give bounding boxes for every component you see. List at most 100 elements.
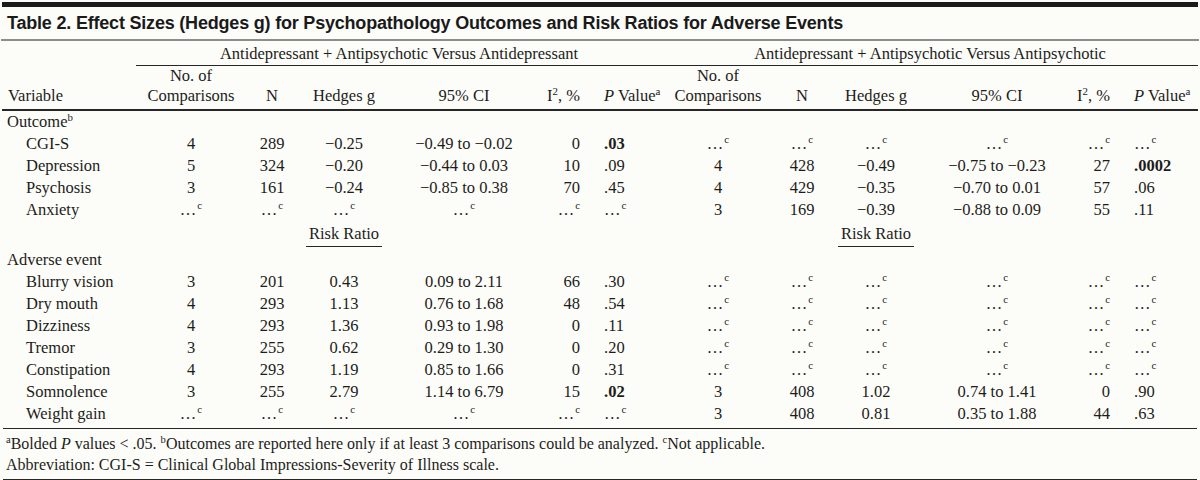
table-row: Dry mouth42931.130.76 to 1.6848.54…c…c…c…	[2, 293, 1198, 315]
spanner-left: Antidepressant + Antipsychotic Versus An…	[136, 42, 662, 66]
right-i2-pct: …c	[1072, 315, 1120, 337]
left-hedges-g: 2.79	[298, 381, 390, 403]
col-left-p-value: P Valuea	[590, 66, 662, 111]
left-ci-95: 0.09 to 2.11	[390, 271, 538, 293]
right-n: 169	[774, 199, 830, 221]
table-row: CGI-S4289−0.25−0.49 to −0.020.03…c…c…c…c…	[2, 133, 1198, 155]
right-no-of-comparisons: 4	[662, 177, 774, 199]
left-i2-pct: 66	[538, 271, 590, 293]
col-variable: Variable	[2, 66, 136, 111]
left-p-value: .54	[590, 293, 662, 315]
right-hedges-g: −0.39	[830, 199, 922, 221]
left-no-of-comparisons: 4	[136, 133, 246, 155]
left-no-of-comparisons: 4	[136, 359, 246, 381]
col-right-p-value: P Valuea	[1120, 66, 1198, 111]
left-p-value: .11	[590, 315, 662, 337]
right-n: 428	[774, 155, 830, 177]
row-label: CGI-S	[2, 133, 136, 155]
right-n: …c	[774, 133, 830, 155]
right-n: 429	[774, 177, 830, 199]
left-no-of-comparisons: 5	[136, 155, 246, 177]
right-ci-95: 0.35 to 1.88	[922, 403, 1072, 425]
right-i2-pct: …c	[1072, 337, 1120, 359]
right-no-of-comparisons: 3	[662, 381, 774, 403]
left-hedges-g: 1.19	[298, 359, 390, 381]
left-p-value: .30	[590, 271, 662, 293]
right-i2-pct: 0	[1072, 381, 1120, 403]
right-i2-pct: 27	[1072, 155, 1120, 177]
right-hedges-g: …c	[830, 133, 922, 155]
right-no-of-comparisons: …c	[662, 271, 774, 293]
spanner-spacer	[2, 42, 136, 66]
left-p-value: .31	[590, 359, 662, 381]
right-ci-95: …c	[922, 315, 1072, 337]
footnote-1: aBolded P values < .05. bOutcomes are re…	[6, 433, 1194, 454]
section-label: Outcomeb	[2, 110, 1198, 133]
left-p-value: …c	[590, 199, 662, 221]
right-ci-95: −0.70 to 0.01	[922, 177, 1072, 199]
left-p-value: .09	[590, 155, 662, 177]
row-label: Anxiety	[2, 199, 136, 221]
right-ci-95: …c	[922, 133, 1072, 155]
col-right-hedges-g: Hedges g	[830, 66, 922, 111]
spanner-right: Antidepressant + Antipsychotic Versus An…	[662, 42, 1198, 66]
left-ci-95: −0.44 to 0.03	[390, 155, 538, 177]
left-no-of-comparisons: 3	[136, 271, 246, 293]
left-n: …c	[246, 403, 298, 425]
left-hedges-g: −0.25	[298, 133, 390, 155]
left-hedges-g: −0.20	[298, 155, 390, 177]
row-label: Depression	[2, 155, 136, 177]
right-hedges-g: …c	[830, 293, 922, 315]
col-right-comparisons: No. of Comparisons	[662, 66, 774, 111]
left-i2-pct: 0	[538, 359, 590, 381]
section-row: Adverse event	[2, 249, 1198, 271]
table-row: Constipation42931.190.85 to 1.660.31…c…c…	[2, 359, 1198, 381]
left-n: 324	[246, 155, 298, 177]
left-no-of-comparisons: …c	[136, 403, 246, 425]
risk-ratio-label: Risk Ratio	[298, 221, 390, 249]
footnote-abbreviation: Abbreviation: CGI-S = Clinical Global Im…	[6, 454, 1194, 475]
left-p-value: .03	[590, 133, 662, 155]
left-no-of-comparisons: 3	[136, 381, 246, 403]
right-hedges-g: −0.49	[830, 155, 922, 177]
left-i2-pct: …c	[538, 403, 590, 425]
left-n: 293	[246, 359, 298, 381]
table-row: Blurry vision32010.430.09 to 2.1166.30…c…	[2, 271, 1198, 293]
row-label: Dry mouth	[2, 293, 136, 315]
right-n: …c	[774, 271, 830, 293]
right-n: …c	[774, 337, 830, 359]
left-i2-pct: 10	[538, 155, 590, 177]
left-ci-95: −0.85 to 0.38	[390, 177, 538, 199]
right-i2-pct: 44	[1072, 403, 1120, 425]
right-no-of-comparisons: …c	[662, 133, 774, 155]
right-i2-pct: …c	[1072, 133, 1120, 155]
left-i2-pct: 70	[538, 177, 590, 199]
table-row: Psychosis3161−0.24−0.85 to 0.3870.454429…	[2, 177, 1198, 199]
section-row: Outcomeb	[2, 110, 1198, 133]
left-i2-pct: 0	[538, 315, 590, 337]
table-row: Depression5324−0.20−0.44 to 0.0310.09442…	[2, 155, 1198, 177]
left-p-value: .45	[590, 177, 662, 199]
right-n: …c	[774, 315, 830, 337]
left-hedges-g: 1.13	[298, 293, 390, 315]
spanner-row: Antidepressant + Antipsychotic Versus An…	[2, 42, 1198, 66]
right-ci-95: …c	[922, 271, 1072, 293]
right-i2-pct: 55	[1072, 199, 1120, 221]
left-no-of-comparisons: …c	[136, 199, 246, 221]
table-row: Anxiety…c…c…c…c…c…c3169−0.39−0.88 to 0.0…	[2, 199, 1198, 221]
journal-table-figure: Table 2. Effect Sizes (Hedges g) for Psy…	[0, 0, 1200, 480]
left-i2-pct: …c	[538, 199, 590, 221]
left-hedges-g: 1.36	[298, 315, 390, 337]
left-ci-95: 0.76 to 1.68	[390, 293, 538, 315]
right-no-of-comparisons: …c	[662, 315, 774, 337]
left-ci-95: 0.29 to 1.30	[390, 337, 538, 359]
right-p-value: .06	[1120, 177, 1198, 199]
right-no-of-comparisons: …c	[662, 337, 774, 359]
left-ci-95: 0.85 to 1.66	[390, 359, 538, 381]
left-ci-95: …c	[390, 403, 538, 425]
right-p-value: .11	[1120, 199, 1198, 221]
right-p-value: .0002	[1120, 155, 1198, 177]
right-hedges-g: …c	[830, 315, 922, 337]
col-right-n: N	[774, 66, 830, 111]
left-hedges-g: …c	[298, 199, 390, 221]
